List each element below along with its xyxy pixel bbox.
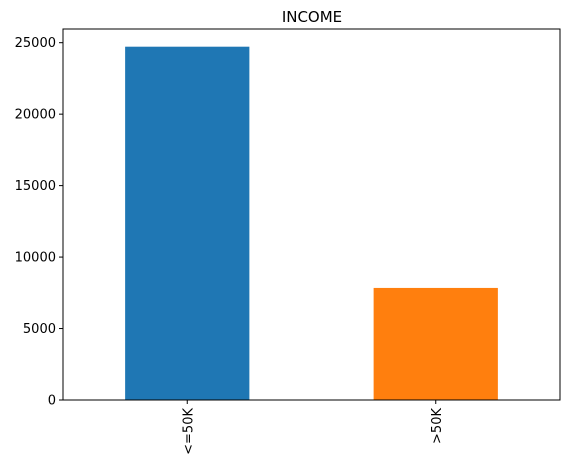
plot-area [125,46,498,401]
y-axis: 0 5000 10000 15000 20000 25000 [15,36,63,409]
y-tick-label: 10000 [15,251,56,266]
y-tick-label: 25000 [15,36,56,51]
y-tick-label: 20000 [15,108,56,123]
x-tick-label: >50K [430,408,445,444]
bar-1 [373,287,498,400]
plot-frame [62,28,561,401]
y-tick-label: 5000 [23,322,56,337]
x-tick-label: <=50K [181,408,196,455]
chart-title: INCOME [282,8,342,26]
y-tick-label: 0 [48,394,56,409]
bar-0 [125,46,250,401]
x-axis: <=50K >50K [181,400,445,455]
y-tick-label: 15000 [15,179,56,194]
